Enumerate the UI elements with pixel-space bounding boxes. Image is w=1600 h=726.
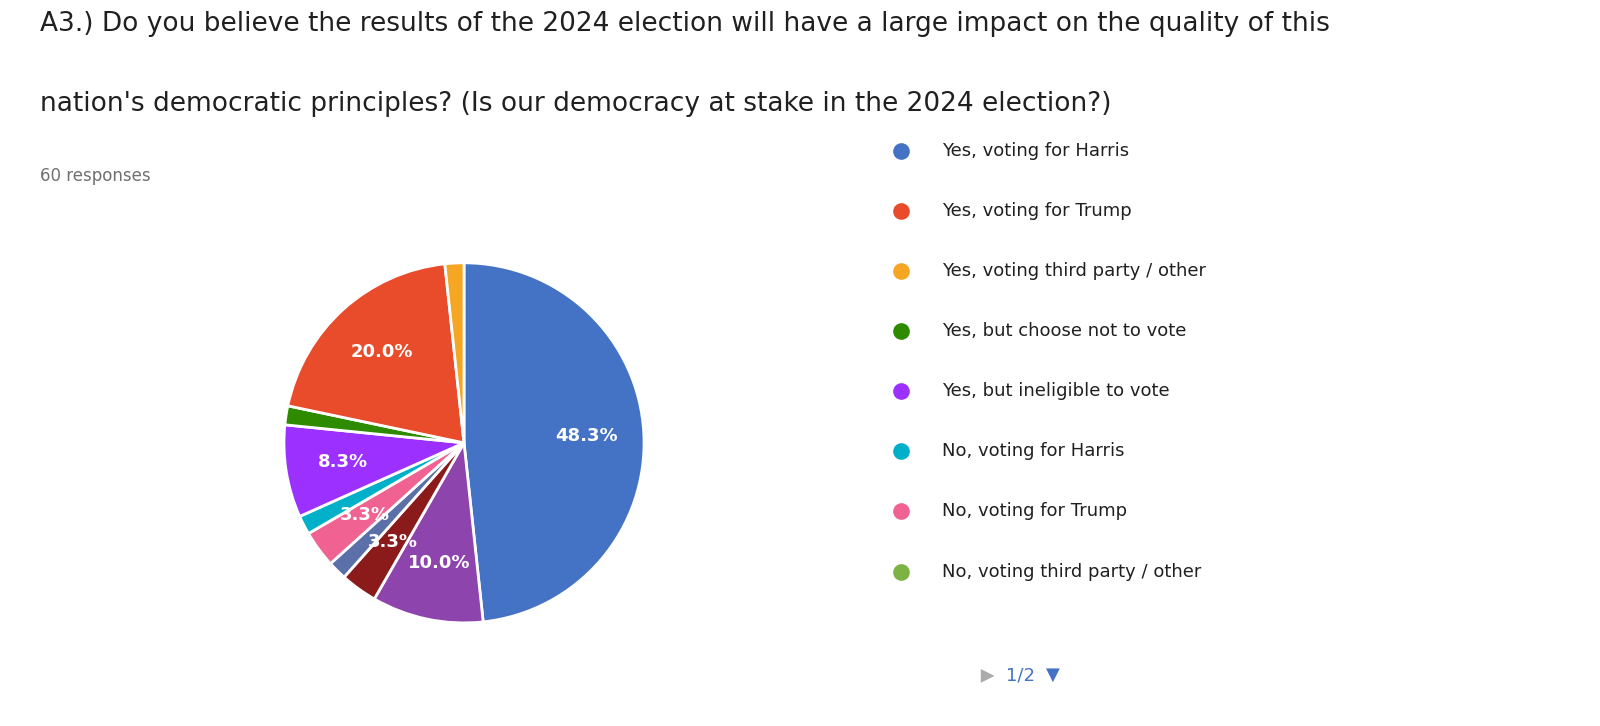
Text: Yes, voting for Harris: Yes, voting for Harris (942, 142, 1130, 160)
Text: 48.3%: 48.3% (555, 428, 618, 445)
Wedge shape (331, 443, 464, 577)
Text: No, voting for Trump: No, voting for Trump (942, 502, 1126, 521)
Text: Yes, voting third party / other: Yes, voting third party / other (942, 262, 1206, 280)
Wedge shape (445, 263, 464, 443)
Wedge shape (288, 264, 464, 443)
Text: Yes, but choose not to vote: Yes, but choose not to vote (942, 322, 1186, 340)
Text: 8.3%: 8.3% (318, 454, 368, 471)
Text: 1/2: 1/2 (1006, 666, 1035, 684)
Text: ▼: ▼ (1046, 666, 1059, 684)
Text: 60 responses: 60 responses (40, 167, 150, 185)
Wedge shape (309, 443, 464, 563)
Wedge shape (283, 425, 464, 516)
Text: 20.0%: 20.0% (350, 343, 413, 361)
Text: Yes, voting for Trump: Yes, voting for Trump (942, 202, 1131, 220)
Text: A3.) Do you believe the results of the 2024 election will have a large impact on: A3.) Do you believe the results of the 2… (40, 11, 1330, 37)
Wedge shape (464, 263, 645, 622)
Wedge shape (374, 443, 483, 623)
Text: nation's democratic principles? (Is our democracy at stake in the 2024 election?: nation's democratic principles? (Is our … (40, 91, 1112, 117)
Text: 3.3%: 3.3% (368, 533, 418, 551)
Text: 3.3%: 3.3% (341, 506, 390, 524)
Wedge shape (344, 443, 464, 599)
Text: 10.0%: 10.0% (408, 554, 470, 571)
Wedge shape (285, 406, 464, 443)
Text: Yes, but ineligible to vote: Yes, but ineligible to vote (942, 382, 1170, 400)
Text: ▲: ▲ (978, 668, 997, 682)
Text: No, voting for Harris: No, voting for Harris (942, 442, 1125, 460)
Text: No, voting third party / other: No, voting third party / other (942, 563, 1202, 581)
Wedge shape (299, 443, 464, 534)
